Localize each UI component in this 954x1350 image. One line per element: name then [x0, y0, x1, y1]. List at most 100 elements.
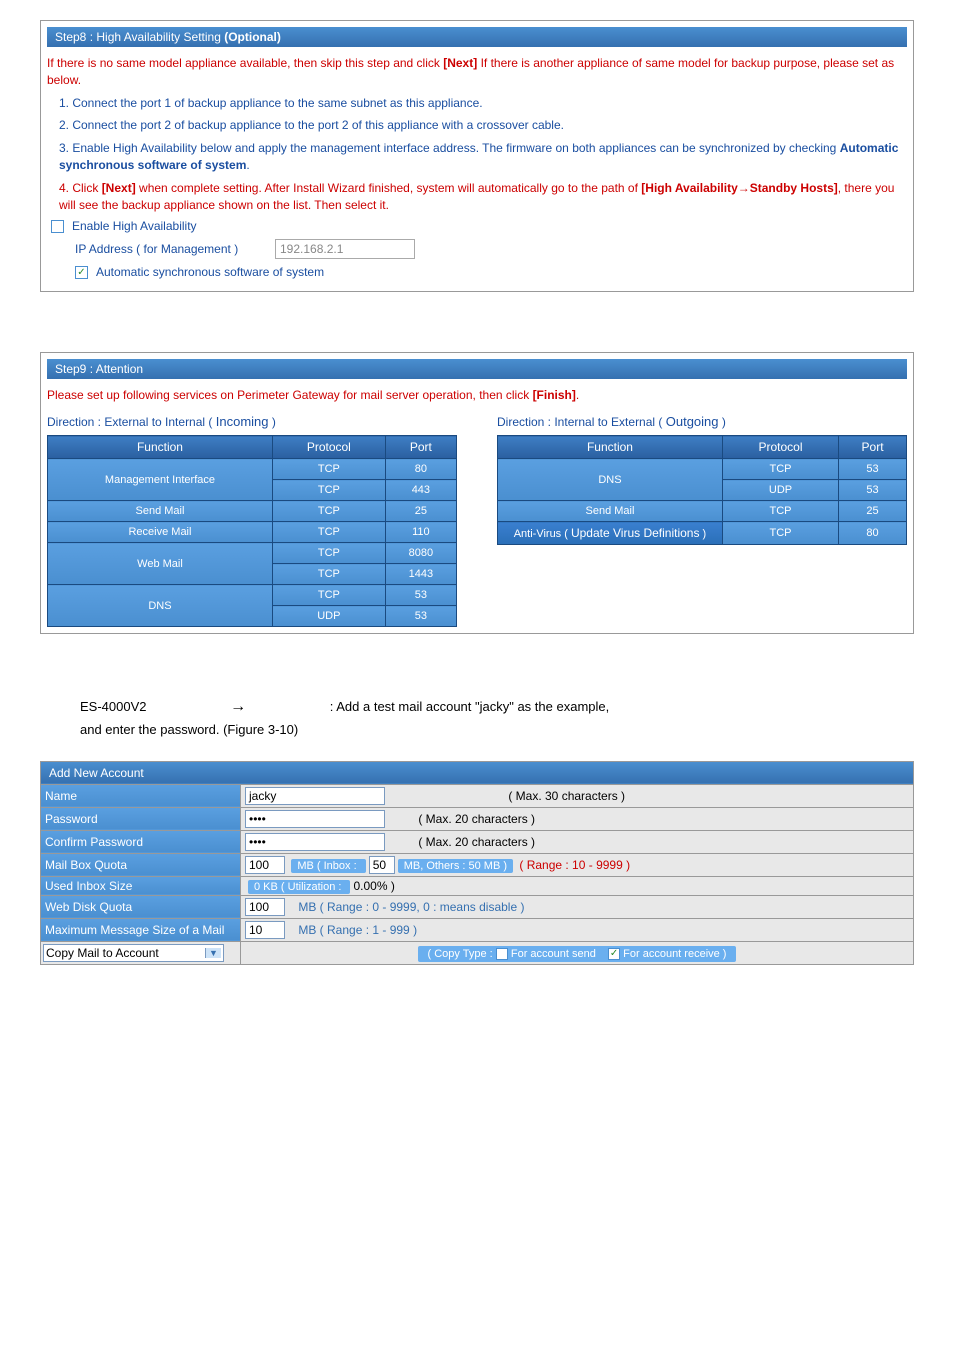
- step8-p2: 2. Connect the port 2 of backup applianc…: [59, 117, 907, 134]
- account-table: Add New Account Name jacky ( Max. 30 cha…: [40, 761, 914, 965]
- copy-recv-checkbox[interactable]: ✓: [608, 948, 620, 960]
- cpw-hint: ( Max. 20 characters ): [418, 835, 535, 849]
- outgoing-a: Direction : Internal to External (: [497, 415, 666, 429]
- copy-type-cell: ( Copy Type : For account send ✓ For acc…: [241, 941, 914, 964]
- max-input[interactable]: 10: [245, 921, 285, 939]
- step8-header-text: Step8 : High Availability Setting: [55, 30, 224, 44]
- used-pct: 0.00%: [353, 879, 387, 893]
- proto-cell: TCP: [272, 564, 385, 585]
- bridge-text: ES-4000V2 → : Add a test mail account "j…: [80, 694, 874, 740]
- th-function: Function: [48, 436, 273, 459]
- step8-p4d: [High Availability→Standby Hosts]: [641, 181, 837, 195]
- quota-pill-2: MB, Others : 50 MB ): [398, 859, 513, 873]
- table-row: Web MailTCP8080: [48, 543, 457, 564]
- incoming-b: Incoming: [216, 414, 269, 429]
- pw-label: Password: [41, 807, 241, 830]
- step9-header: Step9 : Attention: [47, 359, 907, 379]
- step8-intro-a: If there is no same model appliance avai…: [47, 56, 443, 70]
- copy-select[interactable]: Copy Mail to Account ▼: [43, 944, 224, 962]
- name-label: Name: [41, 784, 241, 807]
- port-cell: 110: [385, 522, 456, 543]
- enable-ha-checkbox[interactable]: [51, 220, 64, 233]
- incoming-label: Direction : External to Internal ( Incom…: [47, 414, 457, 429]
- chevron-down-icon[interactable]: ▼: [205, 948, 221, 958]
- name-cell: jacky ( Max. 30 characters ): [241, 784, 914, 807]
- enable-ha-label: Enable High Availability: [72, 219, 197, 233]
- port-cell: 25: [385, 501, 456, 522]
- pw-input[interactable]: ••••: [245, 810, 385, 828]
- step8-p4c: when complete setting. After Install Wiz…: [136, 181, 642, 195]
- step8-p3: 3. Enable High Availability below and ap…: [59, 140, 907, 174]
- used-util: ( Utilization :: [281, 881, 345, 893]
- web-input[interactable]: 100: [245, 898, 285, 916]
- table-row: Send MailTCP25: [48, 501, 457, 522]
- quota-input[interactable]: 100: [245, 856, 285, 874]
- proto-cell: TCP: [272, 480, 385, 501]
- incoming-c: ): [269, 415, 276, 429]
- table-row: Anti-Virus ( Update Virus Definitions )T…: [498, 522, 907, 545]
- auto-sync-checkbox[interactable]: ✓: [75, 266, 88, 279]
- step9-intro-c: .: [576, 388, 579, 402]
- proto-cell: TCP: [722, 522, 838, 545]
- th-protocol: Protocol: [272, 436, 385, 459]
- bridge-model: ES-4000V2: [80, 699, 147, 714]
- direction-columns: Direction : External to Internal ( Incom…: [47, 414, 907, 627]
- name-input[interactable]: jacky: [245, 787, 385, 805]
- auto-sync-label: Automatic synchronous software of system: [96, 265, 324, 279]
- table-row: Send MailTCP25: [498, 501, 907, 522]
- web-cell: 100 MB ( Range : 0 - 9999, 0 : means dis…: [241, 895, 914, 918]
- table-row: DNSTCP53: [48, 585, 457, 606]
- name-hint: ( Max. 30 characters ): [508, 789, 625, 803]
- used-close: ): [388, 879, 395, 893]
- step8-p3a: 3. Enable High Availability below and ap…: [59, 141, 840, 155]
- ip-label: IP Address ( for Management ): [75, 242, 275, 256]
- auto-sync-row[interactable]: ✓ Automatic synchronous software of syst…: [75, 265, 907, 279]
- max-hint: MB ( Range : 1 - 999 ): [298, 923, 417, 937]
- port-cell: 80: [839, 522, 907, 545]
- copy-a: ( Copy Type :: [428, 948, 496, 960]
- copy-type-pill: ( Copy Type : For account send ✓ For acc…: [418, 946, 737, 962]
- table-row: DNSTCP53: [498, 459, 907, 480]
- step8-header-bold: (Optional): [224, 30, 281, 44]
- quota-cell: 100 MB ( Inbox : 50MB, Others : 50 MB ) …: [241, 853, 914, 876]
- used-pill: 0 KB ( Utilization :: [248, 880, 350, 894]
- step8-intro: If there is no same model appliance avai…: [47, 55, 907, 89]
- quota-inbox-input[interactable]: 50: [369, 856, 395, 874]
- port-cell: 443: [385, 480, 456, 501]
- step8-p4: 4. Click [Next] when complete setting. A…: [59, 180, 907, 214]
- outgoing-col: Direction : Internal to External ( Outgo…: [497, 414, 907, 627]
- fn-cell: Web Mail: [48, 543, 273, 585]
- enable-ha-row[interactable]: Enable High Availability: [51, 219, 907, 233]
- fn-cell: Send Mail: [48, 501, 273, 522]
- ip-row: IP Address ( for Management ) 192.168.2.…: [75, 239, 907, 259]
- fn-cell: Send Mail: [498, 501, 723, 522]
- pw-cell: •••• ( Max. 20 characters ): [241, 807, 914, 830]
- port-cell: 80: [385, 459, 456, 480]
- account-header: Add New Account: [41, 761, 914, 784]
- outgoing-c: ): [719, 415, 726, 429]
- max-label: Maximum Message Size of a Mail: [41, 918, 241, 941]
- step8-header: Step8 : High Availability Setting (Optio…: [47, 27, 907, 47]
- th-port: Port: [385, 436, 456, 459]
- port-cell: 8080: [385, 543, 456, 564]
- proto-cell: TCP: [272, 522, 385, 543]
- step8-p4b: [Next]: [102, 181, 136, 195]
- table-row: Receive MailTCP110: [48, 522, 457, 543]
- bridge-text-2: and enter the password. (Figure 3-10): [80, 722, 298, 737]
- fn-cell: Receive Mail: [48, 522, 273, 543]
- th-protocol-r: Protocol: [722, 436, 838, 459]
- th-function-r: Function: [498, 436, 723, 459]
- table-row: Management InterfaceTCP80: [48, 459, 457, 480]
- outgoing-table: Function Protocol Port DNSTCP53UDP53Send…: [497, 435, 907, 545]
- incoming-col: Direction : External to Internal ( Incom…: [47, 414, 457, 627]
- copy-send-checkbox[interactable]: [496, 948, 508, 960]
- port-cell: 53: [385, 606, 456, 627]
- step8-p3c: .: [246, 158, 249, 172]
- outgoing-label: Direction : Internal to External ( Outgo…: [497, 414, 907, 429]
- max-cell: 10 MB ( Range : 1 - 999 ): [241, 918, 914, 941]
- copy-recv-label: For account receive ): [623, 948, 726, 960]
- ip-input[interactable]: 192.168.2.1: [275, 239, 415, 259]
- step9-intro-a: Please set up following services on Peri…: [47, 388, 533, 402]
- quota-label: Mail Box Quota: [41, 853, 241, 876]
- cpw-input[interactable]: ••••: [245, 833, 385, 851]
